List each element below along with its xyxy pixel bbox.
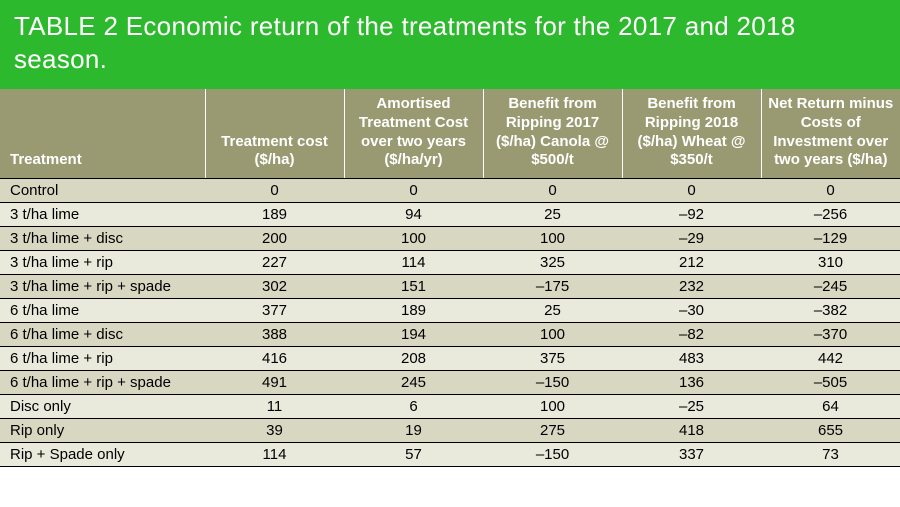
cell-value: 491 bbox=[205, 371, 344, 395]
cell-value: –256 bbox=[761, 203, 900, 227]
cell-value: 25 bbox=[483, 203, 622, 227]
cell-value: 416 bbox=[205, 347, 344, 371]
table-row: 3 t/ha lime + rip + spade302151–175232–2… bbox=[0, 275, 900, 299]
cell-value: 337 bbox=[622, 443, 761, 467]
cell-value: 245 bbox=[344, 371, 483, 395]
cell-treatment: Disc only bbox=[0, 395, 205, 419]
cell-value: 0 bbox=[344, 179, 483, 203]
col-header-benefit-2017: Benefit from Ripping 2017 ($/ha) Canola … bbox=[483, 89, 622, 179]
col-header-benefit-2018: Benefit from Ripping 2018 ($/ha) Wheat @… bbox=[622, 89, 761, 179]
cell-treatment: Control bbox=[0, 179, 205, 203]
cell-value: 375 bbox=[483, 347, 622, 371]
cell-value: 100 bbox=[483, 227, 622, 251]
cell-value: –25 bbox=[622, 395, 761, 419]
cell-value: 100 bbox=[483, 395, 622, 419]
cell-value: –150 bbox=[483, 443, 622, 467]
cell-value: 189 bbox=[344, 299, 483, 323]
cell-value: 442 bbox=[761, 347, 900, 371]
cell-value: 114 bbox=[205, 443, 344, 467]
cell-value: 25 bbox=[483, 299, 622, 323]
cell-value: 208 bbox=[344, 347, 483, 371]
table-row: 6 t/ha lime + rip + spade491245–150136–5… bbox=[0, 371, 900, 395]
cell-value: –175 bbox=[483, 275, 622, 299]
cell-value: 11 bbox=[205, 395, 344, 419]
cell-value: 483 bbox=[622, 347, 761, 371]
col-header-cost: Treatment cost ($/ha) bbox=[205, 89, 344, 179]
cell-value: 0 bbox=[761, 179, 900, 203]
cell-value: 39 bbox=[205, 419, 344, 443]
cell-treatment: 3 t/ha lime + rip bbox=[0, 251, 205, 275]
table-row: 3 t/ha lime + rip227114325212310 bbox=[0, 251, 900, 275]
cell-value: 388 bbox=[205, 323, 344, 347]
cell-value: 0 bbox=[205, 179, 344, 203]
cell-value: –82 bbox=[622, 323, 761, 347]
col-header-treatment: Treatment bbox=[0, 89, 205, 179]
cell-treatment: 3 t/ha lime + disc bbox=[0, 227, 205, 251]
cell-value: 212 bbox=[622, 251, 761, 275]
economic-return-table: TABLE 2 Economic return of the treatment… bbox=[0, 0, 900, 467]
cell-treatment: 6 t/ha lime + rip bbox=[0, 347, 205, 371]
cell-value: 19 bbox=[344, 419, 483, 443]
cell-value: 418 bbox=[622, 419, 761, 443]
cell-value: –150 bbox=[483, 371, 622, 395]
cell-value: –29 bbox=[622, 227, 761, 251]
cell-value: 377 bbox=[205, 299, 344, 323]
cell-value: 100 bbox=[483, 323, 622, 347]
cell-value: 114 bbox=[344, 251, 483, 275]
table-title: TABLE 2 Economic return of the treatment… bbox=[0, 0, 900, 89]
table-row: Rip only3919275418655 bbox=[0, 419, 900, 443]
cell-value: 232 bbox=[622, 275, 761, 299]
cell-value: 73 bbox=[761, 443, 900, 467]
cell-value: 200 bbox=[205, 227, 344, 251]
cell-value: –245 bbox=[761, 275, 900, 299]
cell-value: 94 bbox=[344, 203, 483, 227]
cell-value: 64 bbox=[761, 395, 900, 419]
cell-value: 194 bbox=[344, 323, 483, 347]
cell-value: 151 bbox=[344, 275, 483, 299]
cell-treatment: Rip + Spade only bbox=[0, 443, 205, 467]
cell-treatment: 6 t/ha lime + disc bbox=[0, 323, 205, 347]
table-row: 3 t/ha lime1899425–92–256 bbox=[0, 203, 900, 227]
table-row: Control00000 bbox=[0, 179, 900, 203]
col-header-amortised: Amortised Treatment Cost over two years … bbox=[344, 89, 483, 179]
cell-value: 0 bbox=[622, 179, 761, 203]
cell-value: –92 bbox=[622, 203, 761, 227]
cell-treatment: 6 t/ha lime bbox=[0, 299, 205, 323]
col-header-net-return: Net Return minus Costs of Investment ove… bbox=[761, 89, 900, 179]
table-body: Control000003 t/ha lime1899425–92–2563 t… bbox=[0, 179, 900, 467]
table-row: 6 t/ha lime37718925–30–382 bbox=[0, 299, 900, 323]
table-row: 6 t/ha lime + disc388194100–82–370 bbox=[0, 323, 900, 347]
table-header: Treatment Treatment cost ($/ha) Amortise… bbox=[0, 89, 900, 179]
cell-value: 275 bbox=[483, 419, 622, 443]
cell-treatment: 3 t/ha lime + rip + spade bbox=[0, 275, 205, 299]
data-table: Treatment Treatment cost ($/ha) Amortise… bbox=[0, 89, 900, 467]
cell-value: 100 bbox=[344, 227, 483, 251]
table-row: 6 t/ha lime + rip416208375483442 bbox=[0, 347, 900, 371]
cell-value: 57 bbox=[344, 443, 483, 467]
cell-value: –129 bbox=[761, 227, 900, 251]
cell-value: –505 bbox=[761, 371, 900, 395]
cell-value: –370 bbox=[761, 323, 900, 347]
cell-treatment: Rip only bbox=[0, 419, 205, 443]
cell-value: 325 bbox=[483, 251, 622, 275]
cell-value: 189 bbox=[205, 203, 344, 227]
cell-treatment: 3 t/ha lime bbox=[0, 203, 205, 227]
cell-treatment: 6 t/ha lime + rip + spade bbox=[0, 371, 205, 395]
cell-value: 302 bbox=[205, 275, 344, 299]
cell-value: 6 bbox=[344, 395, 483, 419]
cell-value: 0 bbox=[483, 179, 622, 203]
table-row: 3 t/ha lime + disc200100100–29–129 bbox=[0, 227, 900, 251]
table-row: Disc only116100–2564 bbox=[0, 395, 900, 419]
cell-value: 310 bbox=[761, 251, 900, 275]
cell-value: 655 bbox=[761, 419, 900, 443]
cell-value: –382 bbox=[761, 299, 900, 323]
cell-value: 227 bbox=[205, 251, 344, 275]
cell-value: 136 bbox=[622, 371, 761, 395]
table-row: Rip + Spade only11457–15033773 bbox=[0, 443, 900, 467]
cell-value: –30 bbox=[622, 299, 761, 323]
